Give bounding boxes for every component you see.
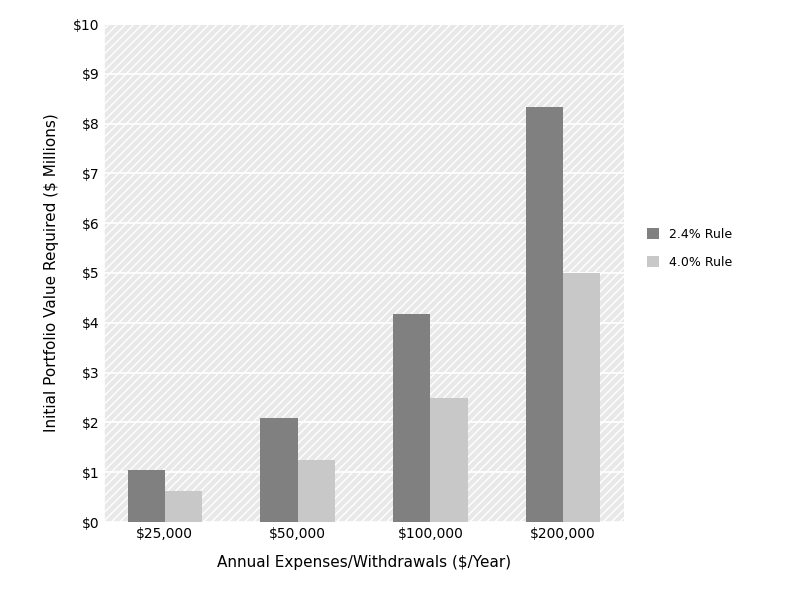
Bar (261, 418, 298, 522)
Bar (563, 273, 600, 522)
Bar (165, 491, 202, 522)
Bar (128, 470, 165, 522)
Bar (394, 314, 430, 522)
Legend: 2.4% Rule, 4.0% Rule: 2.4% Rule, 4.0% Rule (641, 221, 739, 275)
Bar (526, 107, 563, 522)
Bar (298, 460, 334, 522)
Y-axis label: Initial Portfolio Value Required ($ Millions): Initial Portfolio Value Required ($ Mill… (44, 113, 58, 433)
Bar (104, 24, 624, 522)
Bar (430, 397, 467, 522)
X-axis label: Annual Expenses/Withdrawals ($/Year): Annual Expenses/Withdrawals ($/Year) (217, 555, 511, 570)
